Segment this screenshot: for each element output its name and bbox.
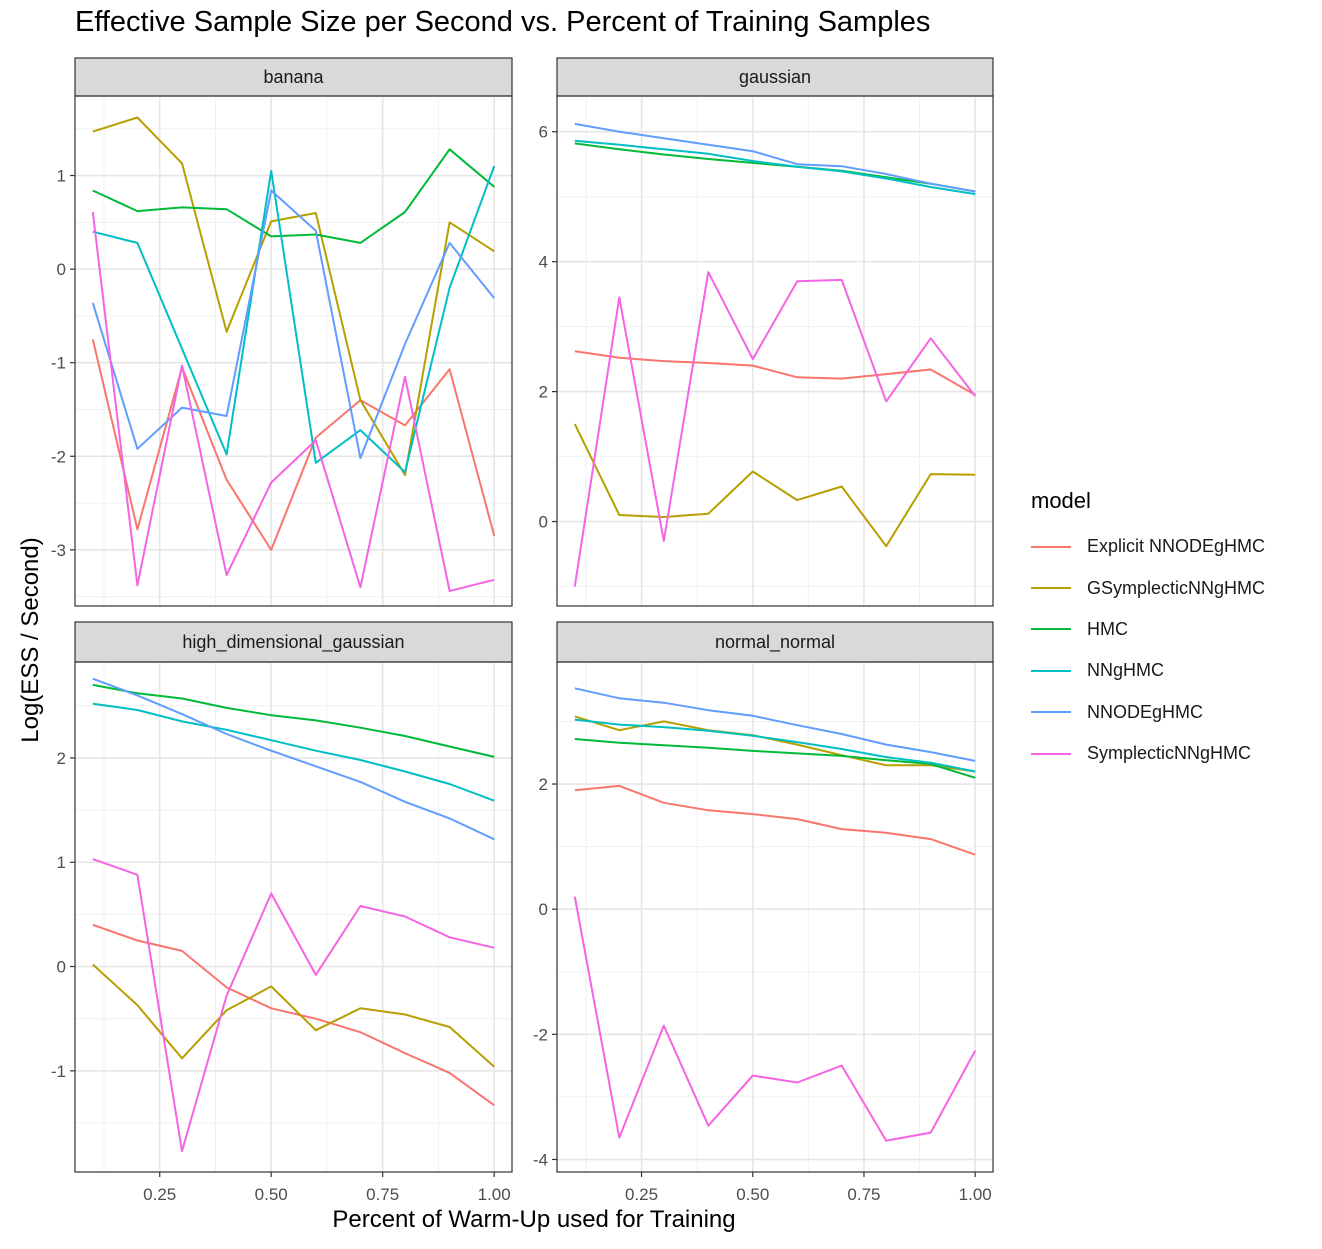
- series-line-symplecticnnghmc: [573, 896, 977, 1142]
- facet-strip: [74, 57, 513, 97]
- series-line-explicit-nnodeghmc: [91, 339, 496, 551]
- legend-item: Explicit NNODEgHMC: [1031, 526, 1265, 567]
- facet-strip: [74, 621, 513, 663]
- x-tick-label: 0.50: [736, 1185, 769, 1204]
- x-tick-label: 0.25: [625, 1185, 658, 1204]
- panel-border: [556, 661, 994, 1173]
- series-line-hmc: [574, 738, 976, 779]
- y-tick-label: -1: [51, 1062, 66, 1081]
- x-tick-label: 0.75: [847, 1185, 880, 1204]
- x-tick-label: 0.50: [255, 1185, 288, 1204]
- y-tick-label: 1: [57, 167, 66, 186]
- y-tick-label: 4: [539, 253, 548, 272]
- legend-swatch: [1031, 545, 1071, 548]
- series-line-explicit-nnodeghmc: [92, 923, 495, 1107]
- y-tick-label: -1: [51, 354, 66, 373]
- series-line-nnghmc: [574, 139, 976, 196]
- series-line-gsymplecticnnghmc: [92, 116, 495, 476]
- legend-item: HMC: [1031, 609, 1265, 650]
- y-tick-label: 1: [57, 853, 66, 872]
- legend-swatch: [1031, 669, 1071, 672]
- series-line-gsymplecticnnghmc: [92, 963, 495, 1068]
- chart-title: Effective Sample Size per Second vs. Per…: [75, 6, 931, 38]
- series-line-hmc: [92, 683, 495, 758]
- x-tick-label: 1.00: [478, 1185, 511, 1204]
- series-line-nnghmc: [574, 718, 976, 773]
- legend-swatch: [1031, 587, 1071, 590]
- facet-panel-normal_normal: normal_normal -4 -2 0 2 0.25 0.50 0.75 1.00: [533, 621, 994, 1204]
- legend-swatch: [1031, 752, 1071, 755]
- legend-item: GSymplecticNNgHMC: [1031, 567, 1265, 608]
- legend-label: NNgHMC: [1087, 660, 1165, 681]
- x-tick-label: 0.75: [366, 1185, 399, 1204]
- series-line-symplecticnnghmc: [91, 211, 495, 592]
- legend-swatch: [1031, 711, 1071, 714]
- legend-label: SymplecticNNgHMC: [1087, 743, 1252, 764]
- facet-panel-banana: banana -3 -2 -1 0 1: [51, 57, 513, 607]
- x-axis-label: Percent of Warm-Up used for Training: [332, 1206, 736, 1233]
- y-tick-label: -3: [51, 541, 66, 560]
- panel-border: [556, 95, 994, 607]
- facet-strip-label: normal_normal: [715, 632, 835, 653]
- facet-strip-label: gaussian: [739, 67, 811, 87]
- series-line-nnodeghmc: [91, 189, 495, 460]
- y-tick-label: 2: [57, 749, 66, 768]
- facet-panel-high_dimensional_gaussian: high_dimensional_gaussian -1 0 1 2 0.25 0.50 0.…: [51, 621, 513, 1204]
- series-line-gsymplecticnnghmc: [573, 423, 976, 548]
- y-tick-label: 2: [539, 775, 548, 794]
- facet-strip-label: banana: [263, 67, 324, 87]
- series-line-symplecticnnghmc: [573, 271, 976, 587]
- legend-item: NNgHMC: [1031, 650, 1265, 691]
- y-tick-label: -4: [533, 1150, 548, 1169]
- legend-label: GSymplecticNNgHMC: [1087, 577, 1266, 598]
- y-tick-label: 0: [57, 260, 66, 279]
- series-line-nnodeghmc: [92, 677, 495, 841]
- x-tick-label: 0.25: [143, 1185, 176, 1204]
- panel-border: [74, 95, 513, 607]
- series-line-nnodeghmc: [574, 122, 976, 193]
- series-line-hmc: [92, 148, 495, 244]
- y-tick-label: -2: [533, 1025, 548, 1044]
- x-tick-label: 1.00: [959, 1185, 992, 1204]
- y-tick-label: 6: [539, 123, 548, 142]
- series-line-nnghmc: [92, 702, 495, 802]
- series-line-explicit-nnodeghmc: [574, 350, 976, 396]
- legend-item: SymplecticNNgHMC: [1031, 733, 1265, 774]
- legend-label: NNODEgHMC: [1087, 701, 1204, 722]
- legend-title: model: [1031, 488, 1091, 513]
- facet-strip: [556, 57, 994, 97]
- series-line-explicit-nnodeghmc: [574, 784, 976, 856]
- legend-item: NNODEgHMC: [1031, 692, 1265, 733]
- series-line-symplecticnnghmc: [92, 858, 495, 1153]
- legend-items: Explicit NNODEgHMC GSymplecticNNgHMC HMC NN…: [1031, 526, 1265, 774]
- y-tick-label: 0: [57, 958, 66, 977]
- y-tick-label: 2: [539, 383, 548, 402]
- y-tick-label: -2: [51, 447, 66, 466]
- series-line-nnghmc: [92, 165, 496, 474]
- series-line-nnodeghmc: [574, 687, 976, 762]
- legend-label: Explicit NNODEgHMC: [1087, 536, 1266, 557]
- facet-strip-label: high_dimensional_gaussian: [182, 632, 404, 653]
- y-tick-label: 0: [539, 513, 548, 532]
- y-tick-label: 0: [539, 900, 548, 919]
- legend: model Explicit NNODEgHMC GSymplecticNNgHM…: [1031, 488, 1265, 774]
- panel-border: [74, 661, 513, 1173]
- y-axis-label: Log(ESS / Second): [17, 537, 44, 743]
- legend-label: HMC: [1087, 618, 1128, 639]
- facet-panel-gaussian: gaussian 0 2 4 6: [539, 57, 994, 607]
- legend-swatch: [1031, 628, 1071, 631]
